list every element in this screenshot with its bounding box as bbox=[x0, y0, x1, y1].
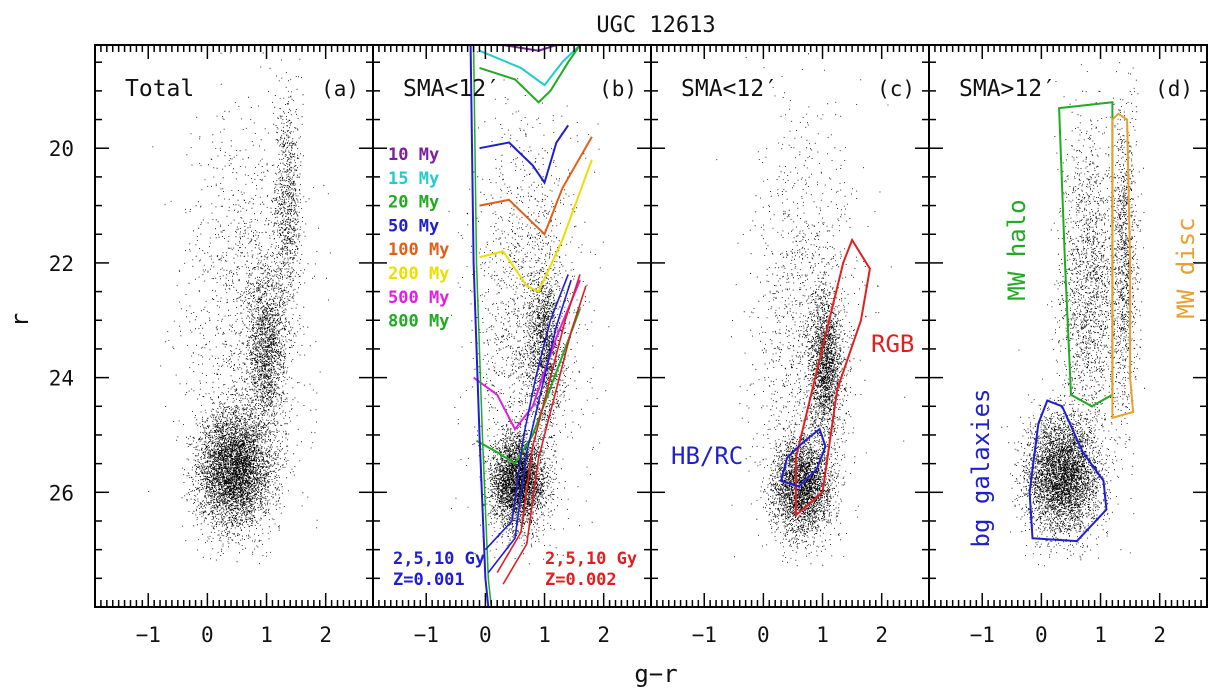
panel-a: −1 0 1 2 Total (a) bbox=[94, 44, 374, 647]
selection-regions bbox=[779, 237, 871, 518]
region-hb-rc bbox=[779, 427, 827, 488]
x-tick-label: −1 bbox=[970, 623, 995, 647]
x-tick-label: 2 bbox=[1153, 623, 1166, 647]
panel-frame bbox=[94, 44, 374, 608]
region-mw-disc bbox=[1111, 112, 1135, 420]
x-tick-label: 2 bbox=[597, 623, 610, 647]
scatter-points-a bbox=[148, 52, 331, 565]
y-axis-label: r bbox=[6, 313, 34, 327]
x-tick-label: 0 bbox=[201, 623, 214, 647]
x-tick-label: −1 bbox=[692, 623, 717, 647]
panel-tag: (a) bbox=[321, 77, 359, 101]
x-tick-label: 1 bbox=[538, 623, 551, 647]
scatter-points-d bbox=[976, 51, 1145, 567]
old-isochrone-label: Z=0.001 bbox=[393, 570, 465, 590]
region-label-mw-disc: MW disc bbox=[1172, 217, 1200, 318]
isochrone-line bbox=[479, 45, 581, 104]
y-tick-label: 22 bbox=[49, 252, 74, 276]
panel-label: Total bbox=[125, 76, 194, 102]
region-label-bg-galaxies: bg galaxies bbox=[967, 389, 995, 548]
region-label-mw-halo: MW halo bbox=[1003, 199, 1031, 300]
panel-label: SMA<12′ bbox=[403, 76, 500, 102]
y-tick-label: 24 bbox=[49, 367, 74, 391]
old-isochrone-line bbox=[496, 274, 581, 574]
scatter-points-b bbox=[448, 51, 610, 565]
isochrone-label: 10 My bbox=[388, 145, 439, 165]
panel-label: SMA>12′ bbox=[959, 76, 1056, 102]
panel-d: −1 0 1 2 SMA>12′ (d) MW halo MW disc bg galaxies bbox=[928, 44, 1208, 647]
x-tick-label: 2 bbox=[875, 623, 888, 647]
chart-title: UGC 12613 bbox=[596, 13, 715, 38]
panel-tag: (d) bbox=[1155, 77, 1193, 101]
isochrone-label: 200 My bbox=[388, 264, 449, 284]
region-bg-galaxies bbox=[1028, 399, 1108, 543]
isochrone-label: 500 My bbox=[388, 288, 449, 308]
axis-ticks bbox=[650, 45, 930, 608]
x-tick-label: 0 bbox=[757, 623, 770, 647]
axis-ticks bbox=[94, 45, 374, 608]
old-isochrone-line bbox=[487, 279, 572, 574]
x-tick-label: 1 bbox=[260, 623, 273, 647]
region-rgb bbox=[794, 237, 871, 518]
isochrone-label: 50 My bbox=[388, 216, 439, 236]
region-label-rgb: RGB bbox=[871, 330, 914, 358]
scatter-point-cloud bbox=[716, 45, 906, 567]
isochrone-line bbox=[479, 45, 581, 87]
panel-b: −1 0 1 2 SMA<12′ (b) 10 My 15 My 20 My 50 My 100 M… bbox=[372, 44, 652, 647]
main-sequence-line bbox=[469, 45, 490, 607]
scatter-points-c bbox=[716, 45, 906, 567]
old-isochrone-label: Z=0.002 bbox=[545, 570, 617, 590]
old-isochrone-line bbox=[502, 285, 587, 585]
scatter-point-cloud bbox=[448, 51, 610, 565]
isochrone-line bbox=[479, 159, 593, 293]
region-mw-halo bbox=[1058, 101, 1114, 408]
isochrone-line bbox=[473, 279, 581, 432]
isochrone-label: 15 My bbox=[388, 169, 439, 189]
old-isochrone-line bbox=[484, 274, 569, 551]
isochrone-label: 20 My bbox=[388, 193, 439, 213]
panel-tag: (c) bbox=[877, 77, 915, 101]
panel-label: SMA<12′ bbox=[681, 76, 778, 102]
old-isochrone-label: 2,5,10 Gy bbox=[393, 549, 485, 569]
x-tick-label: 1 bbox=[1094, 623, 1107, 647]
axis-ticks bbox=[928, 45, 1208, 608]
selection-regions bbox=[1028, 101, 1135, 543]
x-axis-label: g−r bbox=[634, 660, 677, 688]
isochrones bbox=[469, 45, 593, 607]
x-tick-label: 0 bbox=[1035, 623, 1048, 647]
isochrone-line bbox=[479, 136, 593, 236]
panel-frame bbox=[650, 44, 930, 608]
main-sequence-line bbox=[472, 45, 493, 607]
panel-frame bbox=[928, 44, 1208, 608]
isochrone-label: 100 My bbox=[388, 240, 449, 260]
scatter-point-cloud bbox=[148, 52, 331, 565]
isochrone-line bbox=[476, 308, 581, 465]
isochrone-line bbox=[479, 124, 570, 185]
scatter-point-cloud bbox=[976, 51, 1145, 567]
x-tick-label: 2 bbox=[319, 623, 332, 647]
panel-tag: (b) bbox=[599, 77, 637, 101]
x-tick-label: −1 bbox=[414, 623, 439, 647]
x-tick-label: 1 bbox=[816, 623, 829, 647]
y-tick-label: 26 bbox=[49, 481, 74, 505]
panel-c: −1 0 1 2 SMA<12′ (c) RGB HB/RC bbox=[650, 44, 930, 647]
region-label-hbrc: HB/RC bbox=[671, 442, 743, 470]
old-isochrone-label: 2,5,10 Gy bbox=[545, 549, 637, 569]
x-tick-label: −1 bbox=[136, 623, 161, 647]
isochrone-label: 800 My bbox=[388, 312, 449, 332]
x-tick-label: 0 bbox=[479, 623, 492, 647]
y-tick-label: 20 bbox=[49, 137, 74, 161]
